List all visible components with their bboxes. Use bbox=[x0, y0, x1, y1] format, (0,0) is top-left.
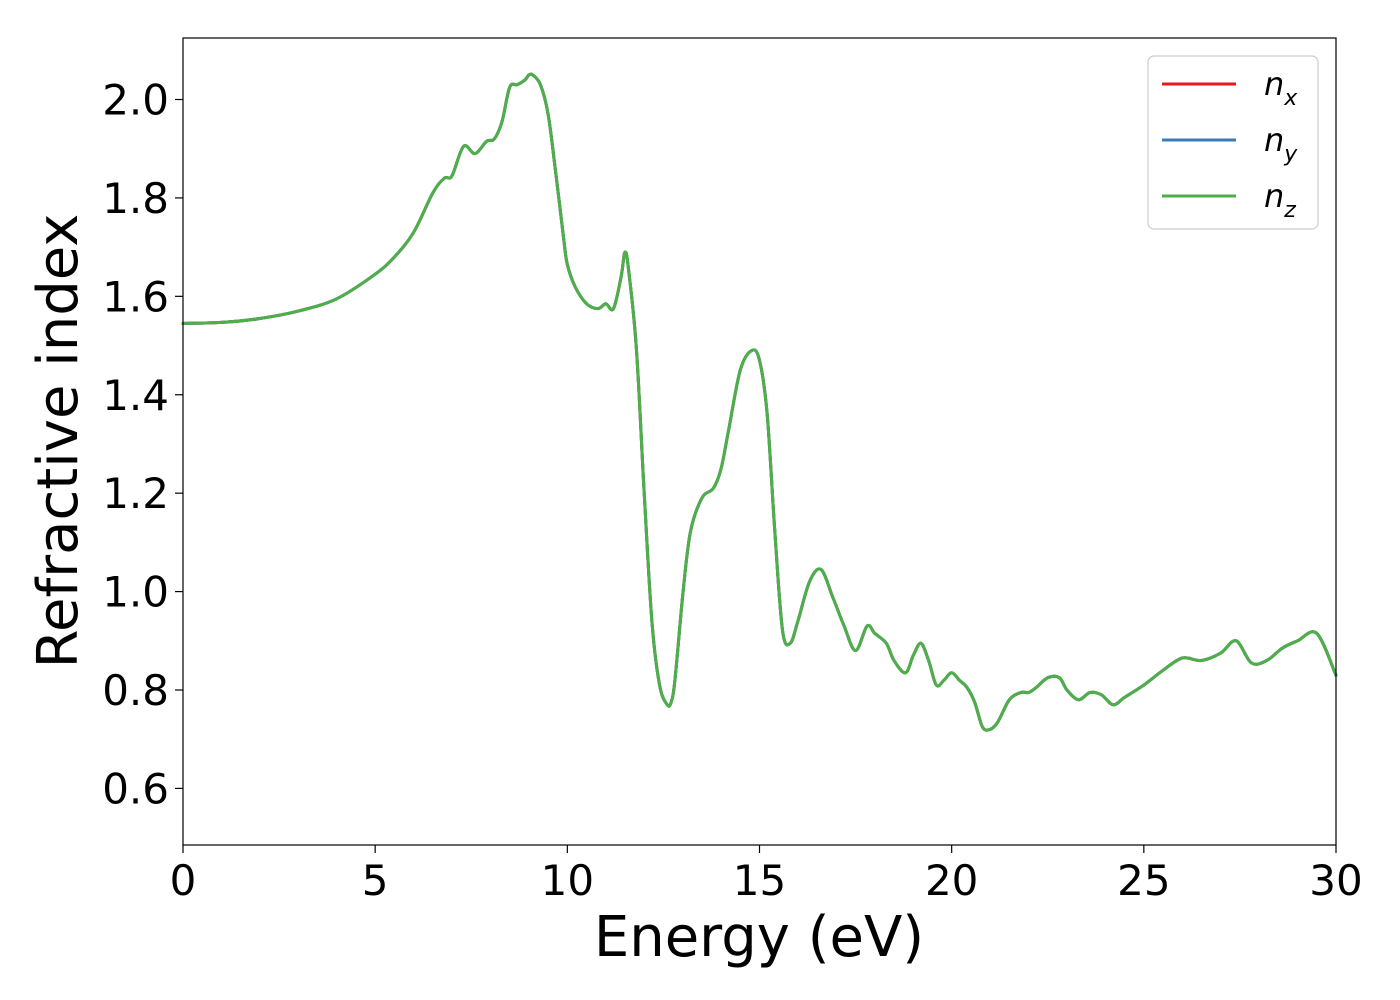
y-tick-label: 1.6 bbox=[102, 272, 169, 321]
x-tick-label: 0 bbox=[170, 856, 197, 905]
y-tick-label: 2.0 bbox=[102, 76, 169, 125]
legend-label-n-x: nx bbox=[1264, 65, 1298, 111]
legend-box bbox=[1147, 55, 1319, 230]
x-axis-label: Energy (eV) bbox=[594, 905, 924, 970]
y-tick-label: 1.4 bbox=[102, 371, 169, 420]
x-tick-label: 5 bbox=[362, 856, 389, 905]
x-tick-label: 25 bbox=[1117, 856, 1170, 905]
y-axis-label: Refractive index bbox=[26, 214, 91, 669]
x-tick-label: 10 bbox=[541, 856, 594, 905]
y-tick-label: 1.8 bbox=[102, 174, 169, 223]
y-tick-label: 1.2 bbox=[102, 469, 169, 518]
x-tick-label: 15 bbox=[733, 856, 786, 905]
series-line-n-z bbox=[181, 72, 1338, 732]
y-tick-label: 0.6 bbox=[102, 764, 169, 813]
legend-label-n-y: ny bbox=[1264, 121, 1298, 167]
x-tick-label: 20 bbox=[925, 856, 978, 905]
y-tick-label: 0.8 bbox=[102, 666, 169, 715]
series-group bbox=[181, 72, 1338, 732]
y-axis-ticks: 0.6 0.8 1.0 1.2 1.4 1.6 1.8 2.0 bbox=[102, 76, 183, 813]
legend: nx ny nz bbox=[1147, 55, 1319, 230]
y-tick-label: 1.0 bbox=[102, 568, 169, 617]
legend-label-n-z: nz bbox=[1264, 177, 1296, 223]
x-axis-ticks: 0 5 10 15 20 25 30 bbox=[170, 845, 1363, 905]
x-tick-label: 30 bbox=[1309, 856, 1362, 905]
